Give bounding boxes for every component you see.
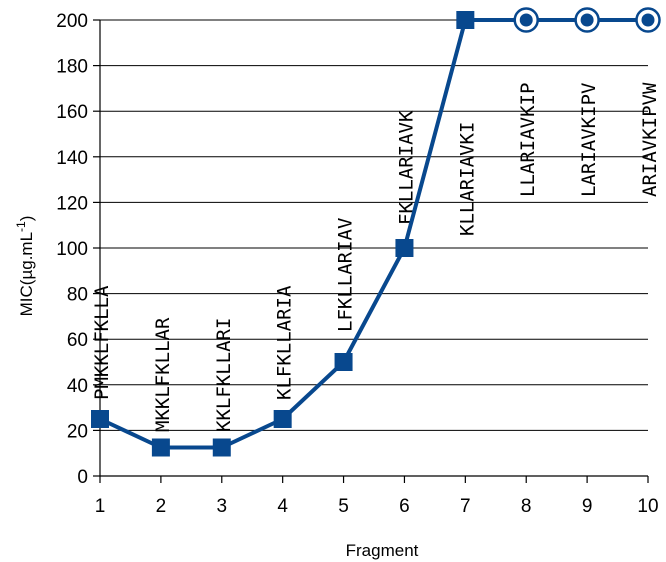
data-point-dot — [519, 13, 533, 27]
annotation-layer: PMKKLFKLLA MKKLFKLLAR KKLFKLLARI KLFKLLARIA… — [91, 82, 661, 432]
peptide-label: LLARIAVKIP — [517, 83, 539, 197]
peptide-label: KLFKLLARIA — [274, 285, 296, 400]
y-tick-label: 20 — [67, 421, 88, 442]
data-point — [212, 438, 231, 457]
peptide-label: LFKLLARIAV — [335, 218, 357, 332]
x-tick-label: 9 — [582, 496, 593, 517]
y-tick-label: 100 — [56, 239, 88, 260]
x-tick-label: 4 — [277, 496, 288, 517]
y-axis-title-suffix: ) — [17, 216, 36, 222]
peptide-label: KKLFKLLARI — [213, 318, 235, 432]
x-tick-label: 2 — [156, 496, 167, 517]
x-axis-title: Fragment — [346, 541, 419, 560]
data-point — [273, 410, 292, 428]
y-tick-label: 160 — [56, 102, 88, 123]
data-point — [395, 239, 414, 257]
y-axis-title: MIC(µg.mL-1) — [14, 216, 36, 317]
peptide-label: ARIAVKIPVW — [639, 82, 661, 197]
grid-layer — [100, 19, 648, 477]
y-axis-title-superscript: -1 — [14, 221, 28, 232]
x-tick-label: 7 — [460, 496, 471, 517]
y-tick-label: 0 — [77, 467, 88, 488]
peptide-label: PMKKLFKLLA — [91, 285, 113, 400]
x-tick-label: 6 — [399, 496, 410, 517]
data-point-dot — [580, 13, 594, 27]
y-axis-title-main: MIC(µg.mL — [17, 232, 36, 316]
x-tick-label: 8 — [521, 496, 532, 517]
x-tick-label: 10 — [637, 496, 658, 517]
x-tick-label: 1 — [95, 496, 106, 517]
peptide-label: FKLLARIAVK — [395, 110, 417, 225]
data-point-dot — [641, 13, 655, 27]
y-tick-label: 40 — [67, 376, 88, 397]
data-point — [334, 353, 353, 371]
y-tick-label: 120 — [56, 193, 88, 214]
x-tick-label: 5 — [338, 496, 349, 517]
axes-layer: 0 20 40 60 80 100 120 140 160 180 200 1 2 3 4 5 6 7 8 9 10 — [56, 11, 658, 517]
data-point — [151, 438, 170, 457]
peptide-label: LARIAVKIPV — [578, 83, 600, 197]
y-tick-label: 80 — [67, 285, 88, 306]
x-tick-label: 3 — [216, 496, 227, 517]
y-tick-label: 200 — [56, 11, 88, 32]
peptide-label: MKKLFKLLAR — [152, 317, 174, 432]
series-line — [99, 18, 648, 450]
data-point — [91, 410, 109, 428]
y-tick-label: 180 — [56, 57, 88, 78]
y-tick-label: 140 — [56, 148, 88, 169]
series-layer — [91, 7, 661, 457]
data-point — [456, 11, 475, 29]
y-tick-label: 60 — [67, 330, 88, 351]
peptide-label: KLLARIAVKI — [456, 122, 478, 236]
